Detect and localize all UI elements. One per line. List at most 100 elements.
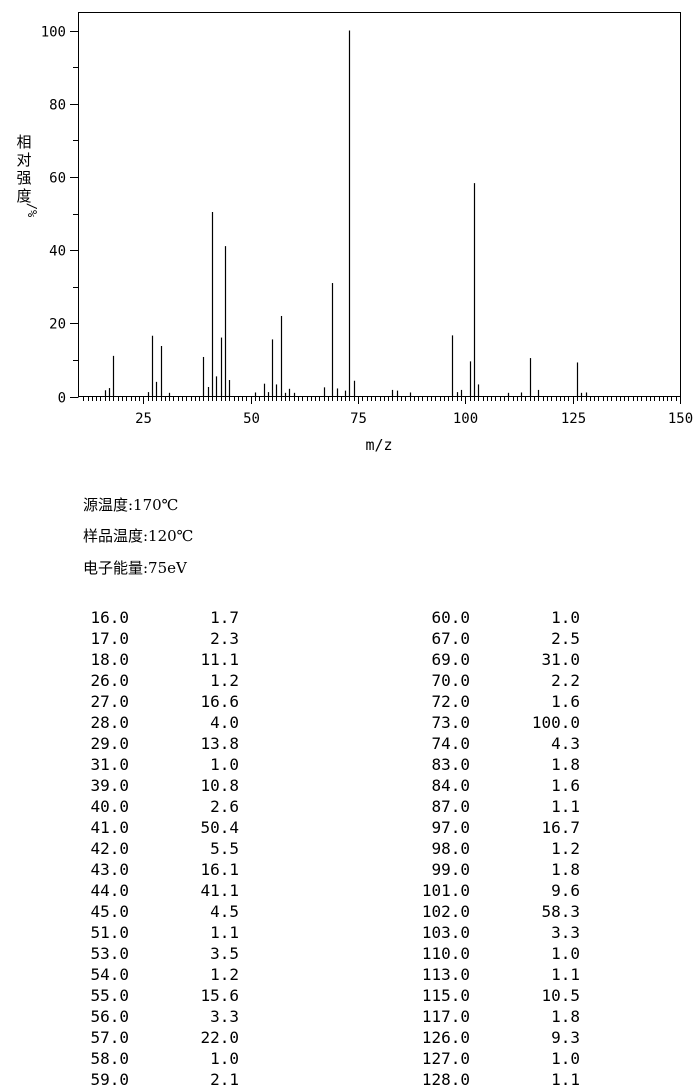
- y-tick-label: 20: [49, 317, 66, 333]
- table-row: 39.0 10.8: [0, 775, 699, 796]
- mz-value: 51.0: [90, 923, 129, 942]
- y-axis-label-char: 对: [16, 151, 31, 169]
- intensity-value: 1.2: [210, 671, 239, 690]
- mz-value: 16.0: [90, 608, 129, 627]
- intensity-value: 4.0: [210, 713, 239, 732]
- mz-value: 97.0: [431, 818, 470, 837]
- mz-value: 128.0: [421, 1070, 470, 1089]
- mz-value: 102.0: [421, 902, 470, 921]
- mz-value: 87.0: [431, 797, 470, 816]
- mz-value: 29.0: [90, 734, 129, 753]
- mz-value: 84.0: [431, 776, 470, 795]
- intensity-value: 16.7: [541, 818, 580, 837]
- x-tick-label: 75: [350, 411, 367, 427]
- table-row: 27.0 16.6: [0, 691, 699, 712]
- spectrum-peaks: [104, 30, 588, 397]
- intensity-value: 1.0: [551, 608, 580, 627]
- table-row: 72.0 1.6: [0, 691, 699, 712]
- mz-value: 117.0: [421, 1007, 470, 1026]
- mz-value: 59.0: [90, 1070, 129, 1089]
- table-row: 45.0 4.5: [0, 901, 699, 922]
- y-axis-label-char: 相: [16, 133, 31, 151]
- mz-value: 110.0: [421, 944, 470, 963]
- table-row: 126.0 9.3: [0, 1027, 699, 1048]
- table-row: 56.0 3.3: [0, 1006, 699, 1027]
- x-tick-label: 25: [135, 411, 152, 427]
- intensity-value: 22.0: [200, 1028, 239, 1047]
- mz-value: 31.0: [90, 755, 129, 774]
- table-row: 102.0 58.3: [0, 901, 699, 922]
- intensity-value: 15.6: [200, 986, 239, 1005]
- intensity-value: 50.4: [200, 818, 239, 837]
- intensity-value: 1.6: [551, 692, 580, 711]
- y-axis-label-unit: /%: [25, 203, 39, 218]
- y-axis-label-char: 度: [16, 187, 31, 205]
- table-row: 128.0 1.1: [0, 1069, 699, 1090]
- mz-value: 53.0: [90, 944, 129, 963]
- mz-value: 43.0: [90, 860, 129, 879]
- mz-value: 113.0: [421, 965, 470, 984]
- intensity-value: 1.1: [551, 1070, 580, 1089]
- intensity-value: 2.6: [210, 797, 239, 816]
- mz-value: 56.0: [90, 1007, 129, 1026]
- table-row: 58.0 1.0: [0, 1048, 699, 1069]
- intensity-value: 31.0: [541, 650, 580, 669]
- table-row: 26.0 1.2: [0, 670, 699, 691]
- table-row: 113.0 1.1: [0, 964, 699, 985]
- x-tick-label: 50: [243, 411, 260, 427]
- table-row: 51.0 1.1: [0, 922, 699, 943]
- table-row: 127.0 1.0: [0, 1048, 699, 1069]
- mz-value: 126.0: [421, 1028, 470, 1047]
- intensity-value: 1.0: [551, 944, 580, 963]
- intensity-value: 2.2: [551, 671, 580, 690]
- mz-value: 28.0: [90, 713, 129, 732]
- intensity-value: 3.3: [551, 923, 580, 942]
- x-axis-label: m/z: [365, 436, 392, 454]
- y-axis: 0 20 40 60 80 100: [41, 25, 79, 407]
- table-row: 43.0 16.1: [0, 859, 699, 880]
- mz-value: 103.0: [421, 923, 470, 942]
- table-row: 97.0 16.7: [0, 817, 699, 838]
- table-row: 67.0 2.5: [0, 628, 699, 649]
- mz-value: 45.0: [90, 902, 129, 921]
- y-tick-label: 60: [49, 171, 66, 187]
- table-row: 110.0 1.0: [0, 943, 699, 964]
- table-row: 87.0 1.1: [0, 796, 699, 817]
- table-row: 57.0 22.0: [0, 1027, 699, 1048]
- mz-value: 101.0: [421, 881, 470, 900]
- mz-value: 127.0: [421, 1049, 470, 1068]
- intensity-value: 4.5: [210, 902, 239, 921]
- plot-frame: [78, 12, 681, 397]
- intensity-value: 1.6: [551, 776, 580, 795]
- table-row: 70.0 2.2: [0, 670, 699, 691]
- table-row: 28.0 4.0: [0, 712, 699, 733]
- intensity-value: 3.5: [210, 944, 239, 963]
- mz-value: 42.0: [90, 839, 129, 858]
- intensity-value: 10.5: [541, 986, 580, 1005]
- table-row: 69.0 31.0: [0, 649, 699, 670]
- mz-value: 115.0: [421, 986, 470, 1005]
- table-row: 83.0 1.8: [0, 754, 699, 775]
- intensity-value: 2.3: [210, 629, 239, 648]
- y-tick-label: 0: [58, 391, 66, 407]
- mz-value: 60.0: [431, 608, 470, 627]
- mz-value: 67.0: [431, 629, 470, 648]
- intensity-value: 1.0: [551, 1049, 580, 1068]
- peak-table-left: 16.0 1.7 17.0 2.3 18.0 11.1 26.0 1.2 27.0 16.6 28.…: [0, 607, 699, 1090]
- source-temperature: 源温度:170℃: [83, 496, 179, 514]
- intensity-value: 1.8: [551, 1007, 580, 1026]
- intensity-value: 1.1: [210, 923, 239, 942]
- intensity-value: 1.2: [210, 965, 239, 984]
- intensity-value: 9.6: [551, 881, 580, 900]
- intensity-value: 11.1: [200, 650, 239, 669]
- mz-value: 54.0: [90, 965, 129, 984]
- table-row: 54.0 1.2: [0, 964, 699, 985]
- intensity-value: 2.5: [551, 629, 580, 648]
- intensity-value: 3.3: [210, 1007, 239, 1026]
- intensity-value: 2.1: [210, 1070, 239, 1089]
- table-row: 16.0 1.7: [0, 607, 699, 628]
- mz-value: 70.0: [431, 671, 470, 690]
- mz-value: 55.0: [90, 986, 129, 1005]
